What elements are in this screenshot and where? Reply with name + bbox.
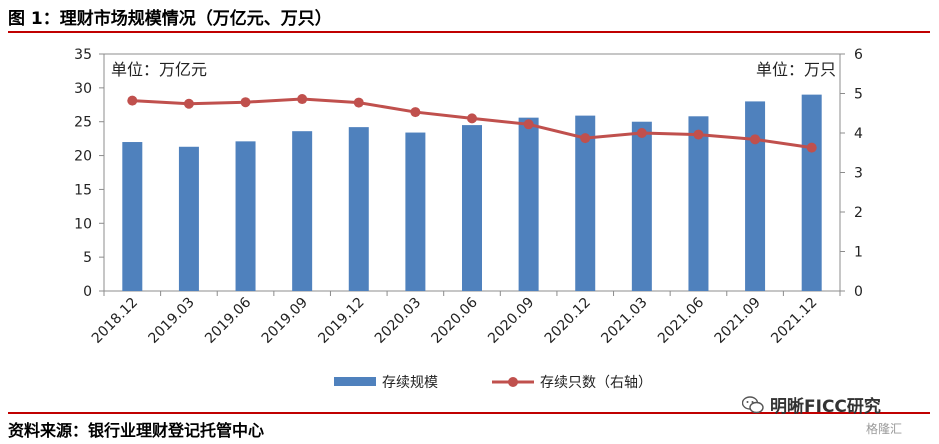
line-point (183, 98, 194, 109)
line-point (523, 119, 534, 130)
bar (688, 116, 709, 291)
y2-tick-label: 1 (854, 245, 863, 261)
line-point (297, 94, 308, 105)
x-tick-label: 2020.03 (372, 295, 424, 347)
line-point (467, 113, 477, 124)
figure-title: 图 1：理财市场规模情况（万亿元、万只） (8, 9, 332, 29)
x-tick-label: 2021.03 (598, 295, 650, 347)
bar (122, 142, 143, 291)
legend-bar-swatch (334, 377, 376, 386)
y2-tick-label: 0 (854, 284, 863, 300)
y-tick-label: 15 (74, 182, 92, 198)
bar (631, 121, 652, 291)
bottom-divider (8, 412, 930, 414)
y-tick-label: 0 (83, 284, 92, 300)
line-point (636, 128, 647, 138)
x-tick-label: 2019.06 (202, 294, 254, 346)
left-unit-label: 单位：万亿元 (111, 60, 207, 79)
legend-line-label: 存续只数（右轴） (540, 374, 652, 391)
bar (462, 125, 482, 291)
bar (518, 117, 539, 291)
bar (292, 131, 313, 291)
x-tick-label: 2018.12 (89, 295, 141, 347)
x-axis: 2018.12 2019.03 2019.06 2019.09 2019.12 2020.… (89, 291, 841, 347)
y-tick-label: 5 (83, 250, 92, 266)
line-point (410, 107, 421, 118)
source-note: 资料来源：银行业理财登记托管中心 (8, 421, 265, 440)
x-tick-label: 2019.12 (315, 295, 367, 347)
x-tick-label: 2020.09 (485, 295, 537, 347)
x-tick-label: 2021.12 (768, 295, 820, 347)
y2-tick-label: 2 (854, 205, 863, 221)
y2-tick-label: 3 (854, 166, 863, 182)
y2-tick-label: 5 (854, 87, 863, 103)
bar-series (122, 94, 822, 292)
x-tick-label: 2020.12 (542, 295, 594, 347)
wechat-icon (742, 395, 764, 413)
line-point (240, 97, 251, 108)
y-tick-label: 35 (74, 47, 92, 63)
legend: 存续规模 存续只数（右轴） (334, 374, 652, 391)
line-point (806, 142, 817, 153)
line-point (750, 134, 761, 145)
watermark-sub: 格隆汇 (866, 422, 903, 436)
line-point (353, 97, 364, 108)
x-tick-label: 2019.03 (145, 295, 197, 347)
x-tick-label: 2021.06 (655, 294, 707, 346)
bar (801, 94, 822, 291)
legend-line-marker (508, 377, 518, 387)
y-tick-label: 30 (74, 81, 92, 97)
bar (575, 115, 596, 292)
watermark: 明晰FICC研究 (742, 392, 881, 417)
watermark-text: 明晰FICC研究 (770, 397, 881, 417)
line-point (127, 95, 138, 106)
top-divider (8, 31, 930, 33)
line-series (127, 94, 817, 153)
line-point (693, 129, 704, 140)
bar (235, 141, 256, 291)
bar (745, 101, 766, 292)
right-axis: 0 1 2 3 4 5 6 (840, 47, 863, 300)
y2-tick-label: 4 (854, 126, 863, 142)
x-tick-label: 2020.06 (429, 294, 481, 346)
bar (405, 132, 426, 291)
left-axis: 0 5 10 15 20 25 30 35 (74, 47, 104, 300)
line-point (580, 133, 591, 144)
right-unit-label: 单位：万只 (756, 60, 836, 79)
x-tick-label: 2019.09 (259, 295, 311, 347)
x-tick-label: 2021.09 (712, 295, 764, 347)
y-tick-label: 10 (74, 216, 92, 232)
bar (348, 127, 369, 291)
y-tick-label: 25 (74, 115, 92, 131)
legend-bar-label: 存续规模 (382, 374, 438, 391)
bar (178, 146, 199, 291)
y2-tick-label: 6 (854, 47, 863, 63)
y-tick-label: 20 (74, 149, 92, 165)
